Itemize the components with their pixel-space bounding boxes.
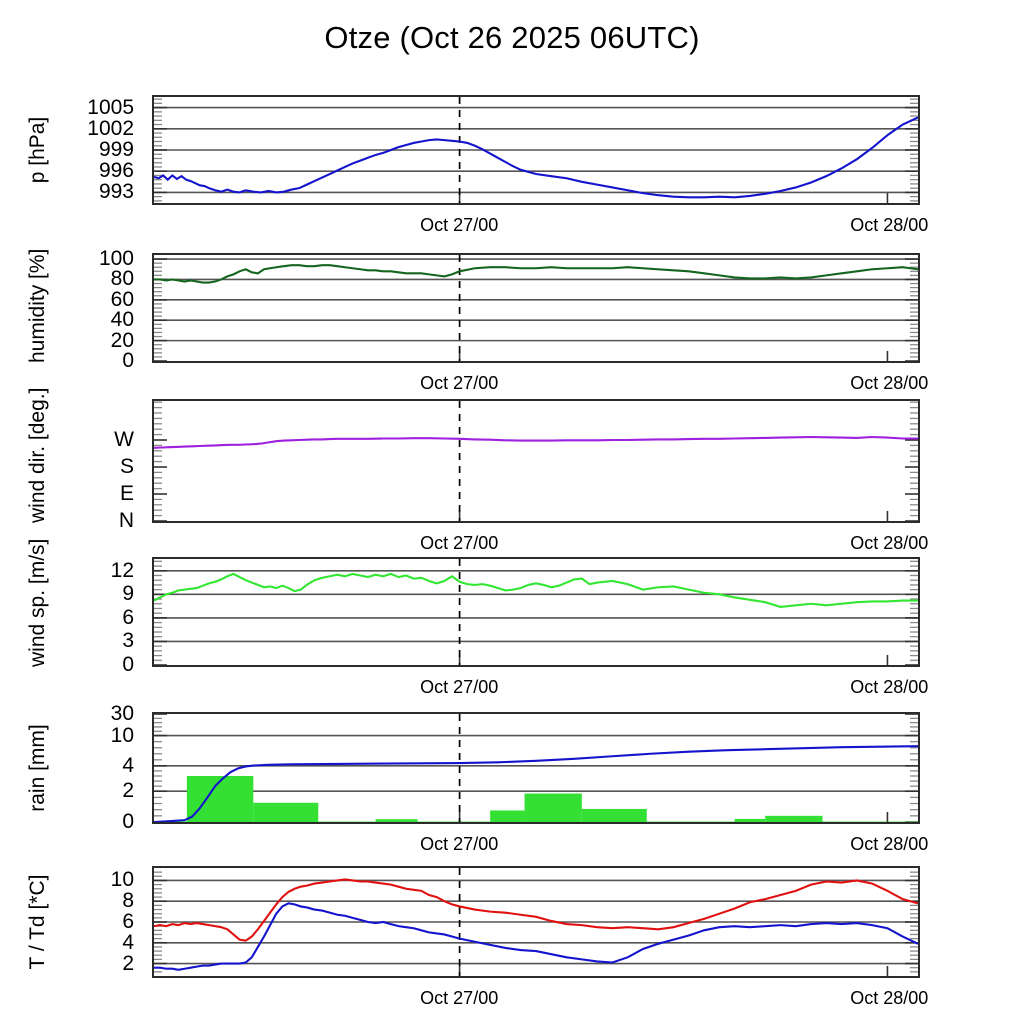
x-tick-label: Oct 27/00 [420,988,499,1008]
series-pressure [154,116,918,199]
x-tick-label: Oct 27/00 [420,834,499,854]
y-tick-humidity: 40 [110,308,134,332]
y-tick-temperature: 2 [122,951,134,975]
rain-bar [490,810,525,822]
y-tick-wind_speed: 0 [122,653,134,676]
y-tick-rain: 10 [110,723,134,747]
rain-bar [734,818,766,822]
x-axis-labels-wind_speed: Oct 27/00 Oct 28/00 [152,677,928,703]
y-tick-humidity: 100 [98,247,134,271]
y-tick-rain: 4 [122,753,134,777]
y-tick-wind_speed: 9 [122,582,134,606]
x-tick-label: Oct 28/00 [850,215,929,235]
y-tick-pressure: 999 [98,138,134,161]
y-tick-humidity: 60 [110,287,134,311]
plot-area-wind_direction [152,399,920,523]
y-tick-pressure: 993 [98,180,134,204]
plot-area-humidity [152,253,920,363]
y-tick-wind_direction: N [118,509,134,532]
y-tick-labels-humidity: 100 80 60 40 20 0 [0,247,144,372]
y-tick-wind_speed: 12 [110,558,134,582]
x-axis-labels-humidity: Oct 27/00 Oct 28/00 [152,373,928,399]
rain-bar [186,775,254,822]
y-tick-humidity: 0 [122,349,134,372]
x-tick-label: Oct 28/00 [850,677,929,697]
y-tick-temperature: 6 [122,910,134,933]
rain-bar [765,815,823,822]
x-axis-labels-rain: Oct 27/00 Oct 28/00 [152,834,928,860]
page-title: Otze (Oct 26 2025 06UTC) [324,20,700,55]
x-tick-label: Oct 27/00 [420,373,499,393]
rain-bar [581,808,647,822]
x-tick-label: Oct 28/00 [850,988,929,1008]
x-axis-labels-wind_direction: Oct 27/00 Oct 28/00 [152,533,928,559]
y-tick-temperature: 8 [122,889,134,913]
y-tick-wind_direction: S [119,455,134,478]
y-tick-labels-rain: 30 10 4 2 0 [0,702,144,833]
y-tick-labels-temperature: 10 8 6 4 2 [0,866,144,978]
y-tick-pressure: 996 [98,159,134,183]
series-t [154,878,918,942]
rain-bar [253,802,319,822]
series-humidity [154,264,918,284]
rain-bar [375,819,418,822]
y-tick-wind_direction: W [114,428,134,451]
rain-bar [524,793,582,822]
y-tick-wind_speed: 3 [122,629,134,653]
y-tick-wind_direction: E [119,482,134,505]
x-tick-label: Oct 28/00 [850,533,929,553]
series-wind-speed [154,572,918,608]
series-accumulated-rain [154,745,918,822]
x-tick-label: Oct 28/00 [850,373,929,393]
x-tick-label: Oct 28/00 [850,834,929,854]
y-tick-pressure: 1002 [87,116,134,140]
y-tick-labels-pressure: 1005 1002 999 996 993 [0,95,144,205]
y-tick-temperature: 10 [110,868,134,892]
y-tick-humidity: 80 [110,267,134,291]
y-tick-temperature: 4 [122,930,134,954]
plot-area-wind_speed [152,557,920,667]
y-tick-wind_speed: 6 [122,605,134,629]
x-tick-label: Oct 27/00 [420,677,499,697]
y-tick-rain: 2 [122,779,134,803]
y-tick-rain: 30 [110,702,134,725]
y-tick-labels-wind_speed: 12 9 6 3 0 [0,557,144,676]
plot-area-temperature [152,866,920,978]
plot-area-pressure [152,95,920,205]
x-axis-labels-temperature: Oct 27/00 Oct 28/00 [152,988,928,1014]
y-tick-humidity: 20 [110,328,134,352]
x-tick-label: Oct 27/00 [420,215,499,235]
series-wind-direction [154,435,918,449]
x-axis-labels-pressure: Oct 27/00 Oct 28/00 [152,215,928,241]
series-td [154,902,918,971]
plot-area-rain [152,712,920,824]
y-tick-pressure: 1005 [87,95,134,119]
x-tick-label: Oct 27/00 [420,533,499,553]
y-tick-rain: 0 [122,810,134,833]
